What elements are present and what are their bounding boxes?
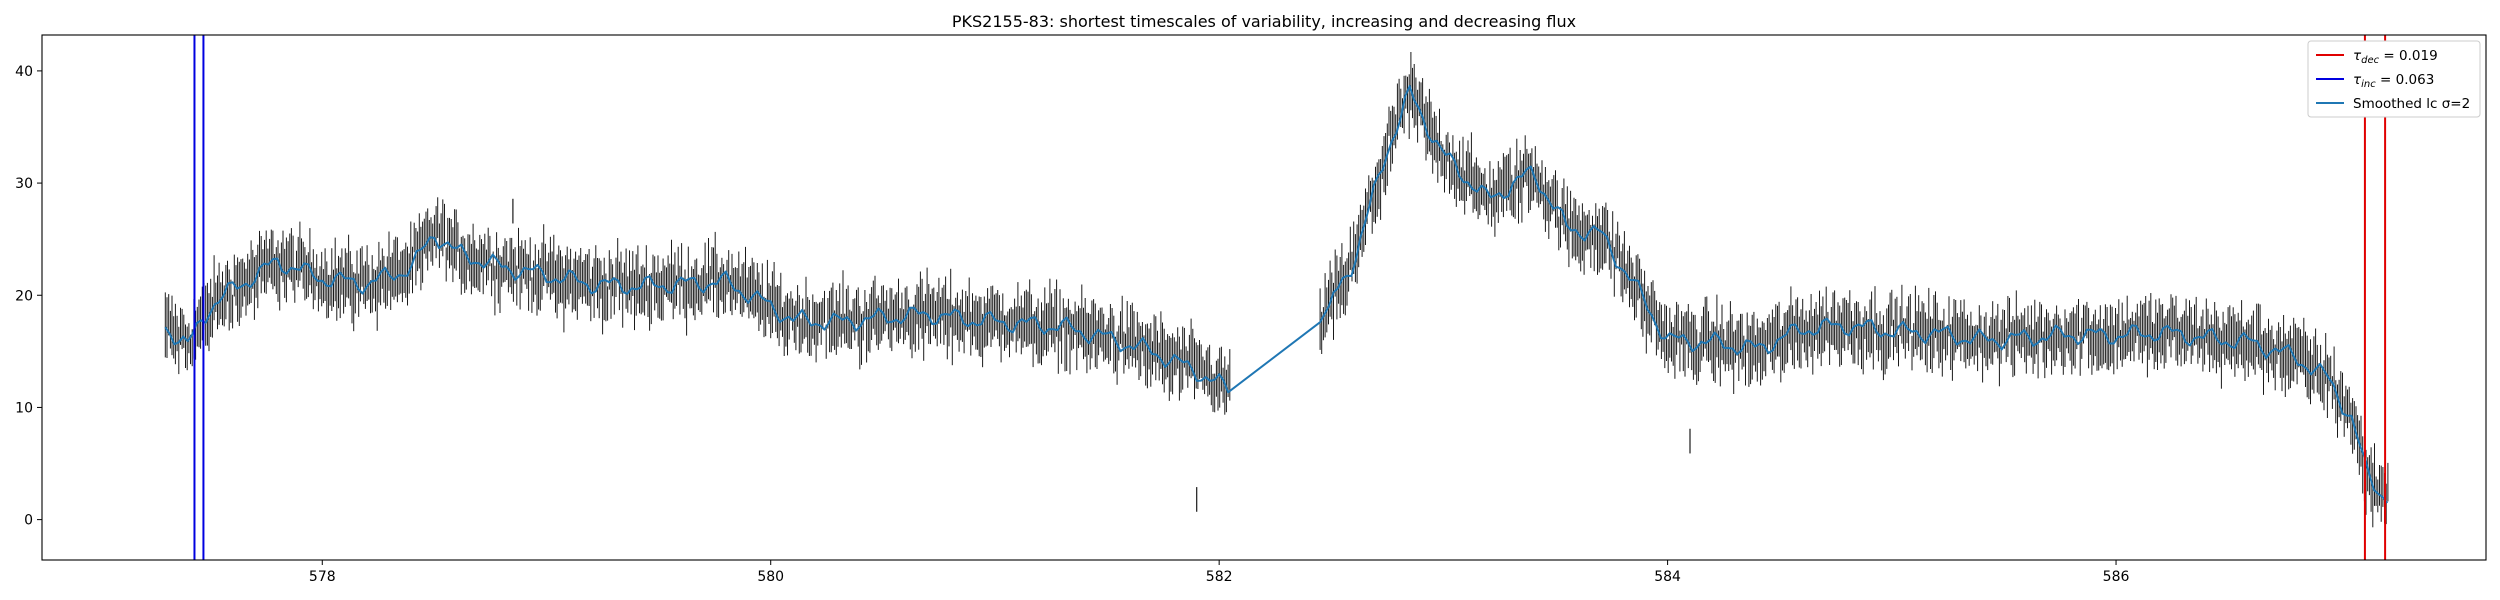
smoothed-series bbox=[164, 85, 2389, 504]
legend-value: = 0.063 bbox=[2376, 72, 2435, 88]
x-tick-label: 580 bbox=[757, 569, 784, 585]
x-tick-label: 584 bbox=[1654, 569, 1681, 585]
y-tick-label: 20 bbox=[15, 288, 33, 304]
legend-subscript: dec bbox=[2361, 55, 2380, 66]
legend-value: Smoothed lc σ=2 bbox=[2353, 96, 2470, 112]
y-tick-label: 0 bbox=[24, 513, 33, 529]
legend-subscript: inc bbox=[2361, 79, 2376, 90]
timescale-markers bbox=[193, 35, 2387, 560]
smoothed-line bbox=[164, 85, 2389, 504]
x-tick-label: 578 bbox=[309, 569, 336, 585]
legend-box bbox=[2307, 40, 2481, 118]
x-axis: 578 580 582 584 586 bbox=[309, 560, 2130, 585]
y-tick-label: 40 bbox=[15, 64, 33, 80]
outlier-points bbox=[512, 198, 1691, 512]
legend-entry: Smoothed lc σ=2 bbox=[2353, 96, 2470, 112]
legend-entry: τdec = 0.019 bbox=[2353, 48, 2438, 66]
y-axis: 0 10 20 30 40 bbox=[15, 64, 42, 529]
y-tick-label: 30 bbox=[15, 176, 33, 192]
legend-entry: τinc = 0.063 bbox=[2353, 72, 2434, 90]
x-tick-label: 586 bbox=[2103, 569, 2130, 585]
legend-symbol: τ bbox=[2353, 48, 2362, 64]
legend-value: = 0.019 bbox=[2379, 48, 2438, 64]
legend-symbol: τ bbox=[2353, 72, 2362, 88]
axes-frame bbox=[41, 34, 2487, 561]
x-tick-label: 582 bbox=[1206, 569, 1233, 585]
plot-area bbox=[164, 35, 2389, 560]
chart-title: PKS2155-83: shortest timescales of varia… bbox=[952, 12, 1576, 31]
y-tick-label: 10 bbox=[15, 400, 33, 416]
